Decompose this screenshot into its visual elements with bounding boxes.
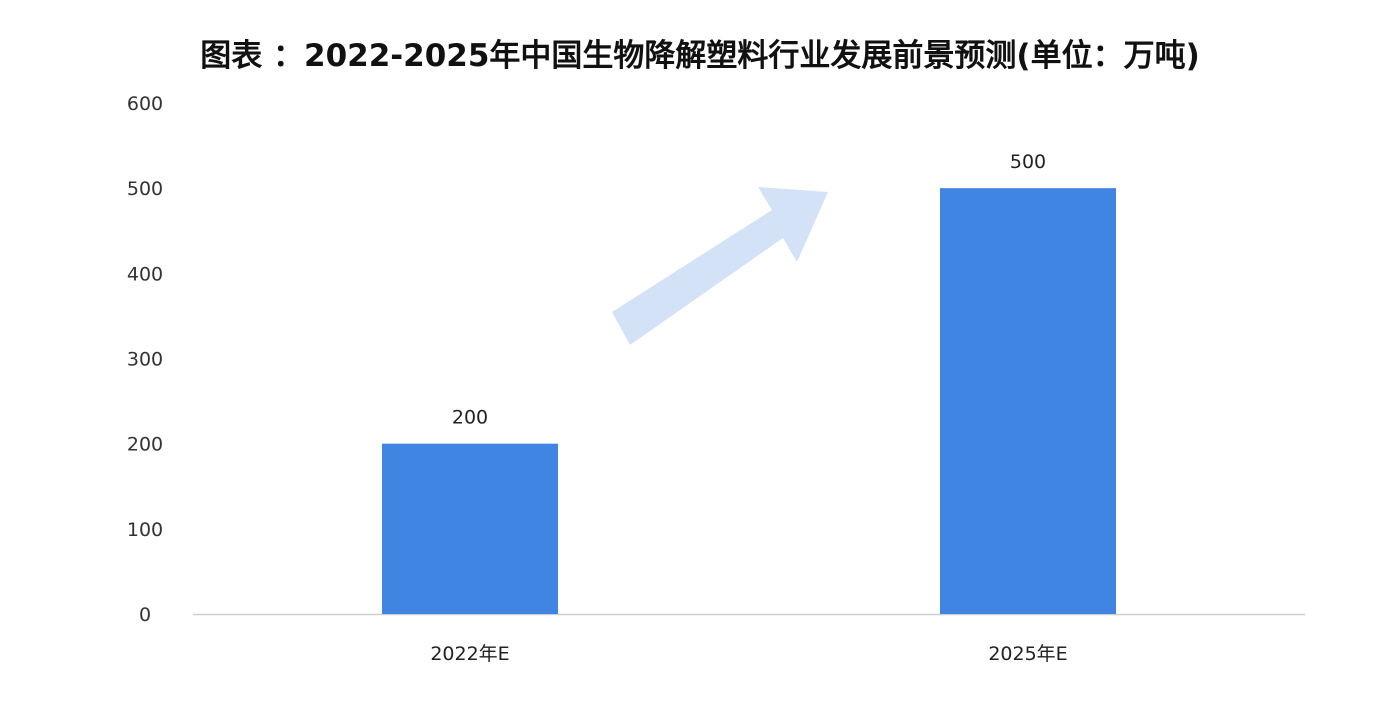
- y-tick-label: 600: [127, 93, 163, 115]
- y-tick-label: 0: [139, 604, 151, 626]
- y-tick-label: 400: [127, 263, 163, 285]
- bar-2022年E: [382, 443, 558, 614]
- chart-title: 图表 ：2022-2025年中国生物降解塑料行业发展前景预测(单位：万吨): [200, 38, 1200, 74]
- data-label: 500: [1010, 151, 1046, 173]
- trend-arrow-icon: [612, 187, 828, 345]
- y-tick-label: 500: [127, 178, 163, 200]
- data-label: 200: [452, 407, 488, 429]
- bar-2025年E: [940, 188, 1116, 614]
- y-tick-label: 100: [127, 519, 163, 541]
- x-category-label: 2025年E: [988, 643, 1067, 665]
- x-category-label: 2022年E: [430, 643, 509, 665]
- y-tick-label: 200: [127, 434, 163, 456]
- y-tick-label: 300: [127, 349, 163, 371]
